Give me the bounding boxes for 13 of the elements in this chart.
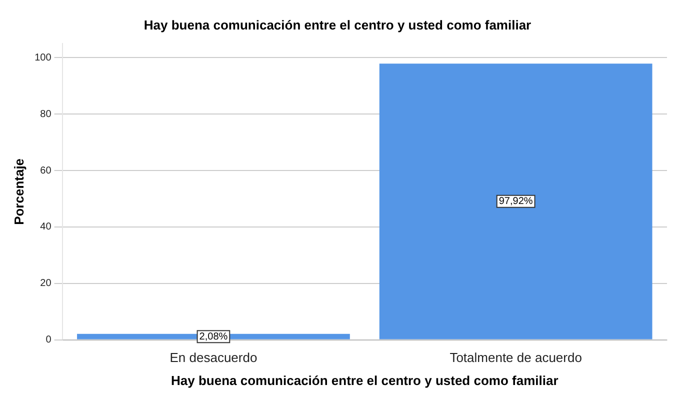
y-tick-label: 20: [40, 278, 52, 290]
x-axis-title: Hay buena comunicación entre el centro y usted como familiar: [171, 372, 558, 388]
y-tick-label: 40: [40, 222, 52, 233]
y-tick-label: 100: [34, 52, 52, 64]
data-label: 97,92%: [498, 196, 533, 208]
x-tick-label: En desacuerdo: [170, 350, 258, 366]
y-tick-label: 60: [40, 165, 52, 176]
x-tick-label: Totalmente de acuerdo: [450, 350, 582, 366]
y-tick-label: 80: [40, 108, 52, 120]
chart-title: Hay buena comunicación entre el centro y usted como familiar: [144, 17, 532, 32]
data-label: 2,08%: [199, 331, 228, 342]
y-tick-label: 0: [46, 334, 52, 346]
y-axis-title: Porcentaje: [11, 158, 26, 225]
